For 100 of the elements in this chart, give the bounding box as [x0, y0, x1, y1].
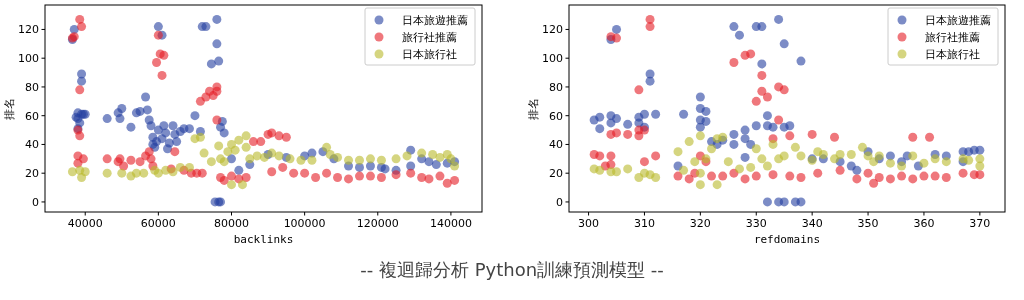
point	[428, 150, 438, 159]
point	[723, 157, 733, 167]
point	[835, 150, 845, 159]
y-tick-label: 80	[549, 80, 563, 94]
point	[673, 147, 683, 157]
x-tick-label: 350	[857, 217, 879, 230]
point	[679, 165, 689, 175]
point	[964, 155, 974, 165]
point	[307, 155, 317, 165]
point	[354, 155, 364, 165]
point	[707, 144, 717, 154]
x-tick-label: 300	[578, 217, 600, 230]
x-axis-title: backlinks	[233, 233, 294, 246]
point	[768, 139, 778, 149]
y-tick-label: 60	[25, 109, 39, 123]
x-tick-label: 370	[969, 217, 991, 230]
point	[435, 152, 445, 162]
y-axis-title: 排名	[527, 97, 540, 120]
point	[214, 141, 224, 151]
point	[790, 142, 800, 152]
point	[325, 150, 335, 159]
point	[245, 154, 255, 164]
point	[199, 148, 209, 158]
y-tick-label: 80	[25, 80, 39, 94]
x-tick-label: 340	[801, 217, 823, 230]
x-axis-title: refdomains	[753, 233, 821, 246]
point	[612, 167, 622, 177]
point	[67, 167, 77, 177]
point	[885, 158, 895, 168]
point	[333, 152, 343, 162]
point	[796, 151, 806, 161]
y-tick-label: 20	[25, 167, 39, 181]
point	[365, 154, 375, 164]
point	[417, 148, 427, 158]
point	[161, 165, 171, 175]
point	[175, 162, 185, 172]
point	[241, 142, 251, 152]
point	[695, 168, 705, 178]
point	[941, 157, 951, 167]
point	[908, 151, 918, 161]
y-tick-label: 100	[542, 52, 563, 66]
text: -- 複迴歸分析 Python訓練預測模型 --	[360, 259, 664, 280]
point	[259, 152, 269, 162]
point	[80, 167, 90, 177]
y-tick-label: 40	[25, 138, 39, 152]
point	[684, 137, 694, 147]
point	[651, 173, 661, 182]
point	[296, 155, 306, 165]
point	[975, 161, 985, 171]
point	[746, 162, 756, 172]
point	[184, 162, 194, 172]
point	[695, 131, 705, 141]
y-tick-label: 0	[32, 195, 39, 209]
legend-label: 日本旅行社	[402, 48, 457, 61]
point	[376, 155, 386, 165]
y-tick-label: 20	[549, 167, 563, 181]
point	[267, 148, 277, 158]
x-tick-label: 120000	[356, 217, 399, 230]
x-tick-label: 310	[633, 217, 655, 230]
point	[102, 168, 112, 178]
x-tick-label: 80000	[214, 217, 249, 230]
legend-label: 日本旅行社	[925, 48, 980, 61]
point	[322, 142, 332, 152]
legend-label: 旅行社推薦	[925, 31, 980, 44]
y-tick-label: 120	[18, 23, 39, 37]
y-tick-label: 0	[556, 195, 563, 209]
y-axis-title: 排名	[3, 97, 16, 120]
point	[234, 135, 244, 145]
point	[857, 142, 867, 152]
y-tick-label: 120	[542, 23, 563, 37]
point	[734, 164, 744, 174]
point	[757, 154, 767, 164]
point	[230, 145, 240, 155]
point	[779, 151, 789, 161]
point	[595, 165, 605, 175]
point	[285, 154, 295, 164]
point	[751, 144, 761, 154]
x-tick-label: 60000	[140, 217, 176, 230]
point	[450, 161, 460, 171]
point	[818, 150, 828, 159]
x-tick-label: 40000	[67, 217, 103, 230]
point	[227, 139, 236, 149]
point	[762, 161, 772, 171]
point	[195, 132, 205, 142]
x-tick-label: 140000	[429, 217, 472, 230]
x-tick-label: 360	[913, 217, 935, 230]
x-tick-label: 320	[689, 217, 711, 230]
point	[695, 180, 705, 190]
legend-label: 旅行社推薦	[402, 31, 457, 44]
point	[237, 180, 247, 190]
point	[139, 168, 149, 178]
point	[919, 158, 929, 168]
legend-label: 日本旅遊推薦	[402, 14, 468, 27]
point	[897, 161, 907, 171]
point	[391, 154, 401, 164]
x-tick-label: 100000	[283, 217, 326, 230]
y-tick-label: 60	[549, 109, 563, 123]
point	[241, 131, 251, 141]
point	[863, 151, 873, 161]
legend-label: 日本旅遊推薦	[925, 14, 991, 27]
